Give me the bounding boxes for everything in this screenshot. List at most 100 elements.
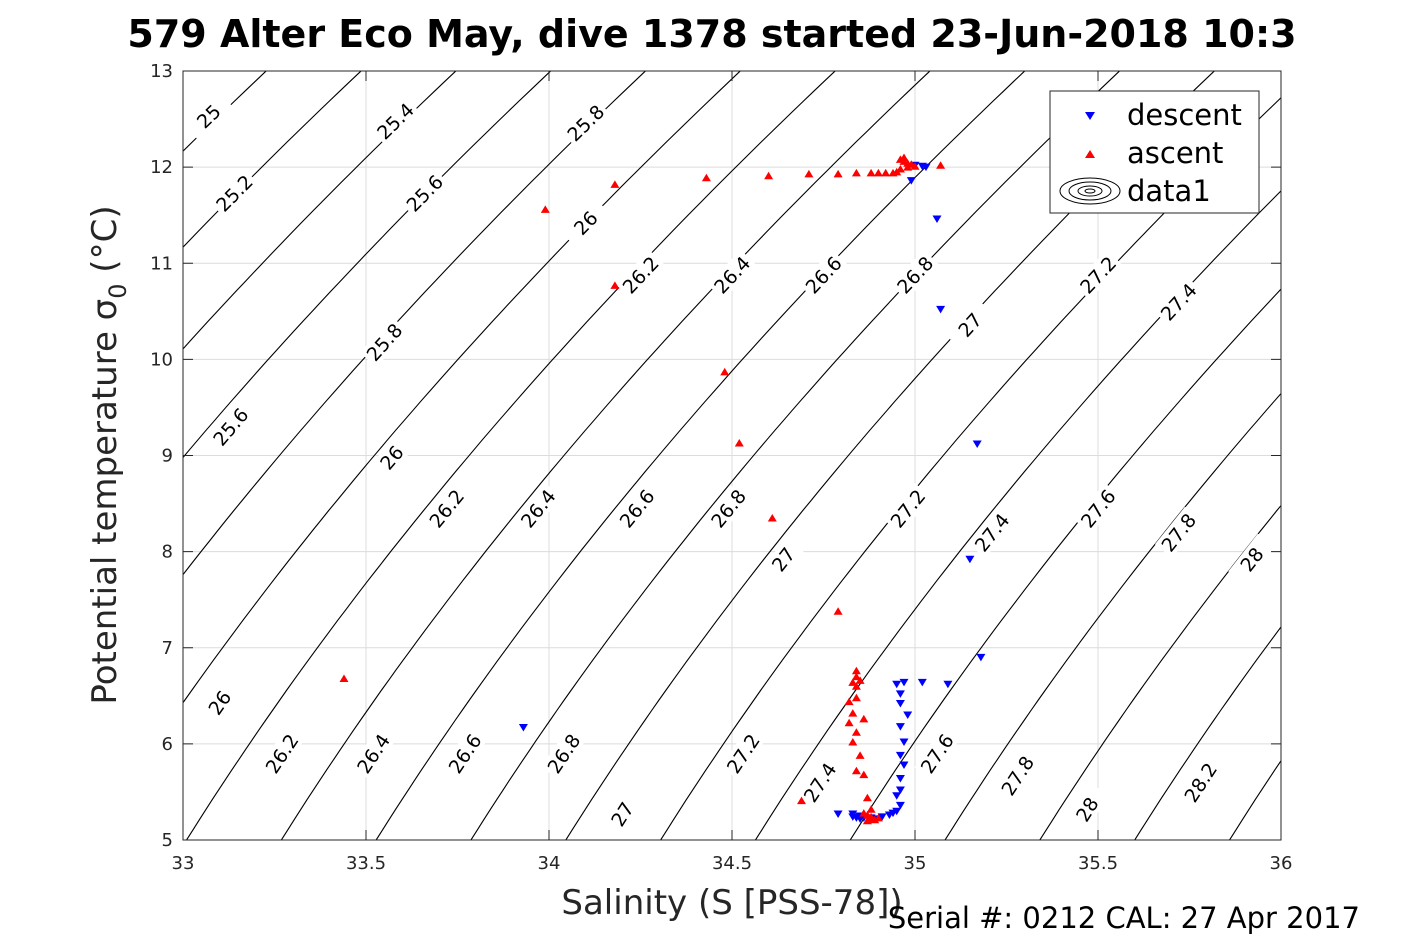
legend-descent-label: descent [1127,98,1242,132]
ascent-point [873,168,883,177]
descent-point [848,810,858,818]
ascent-point [720,367,730,376]
ascent-point [848,738,858,746]
contour-label-bg [720,727,766,780]
x-tick-label: 33.5 [346,853,386,874]
ascent-point [833,169,843,178]
descent-point [877,813,887,821]
ascent-point [855,751,865,759]
contour-label-bg [514,482,562,534]
contour-line [1039,504,1281,840]
contour-label-bg [206,401,255,453]
x-tick-label: 36 [1270,853,1293,874]
ascent-point [540,205,550,213]
contour-line [183,71,457,350]
legend-contour-marker [1059,177,1121,205]
descent-point [903,711,913,719]
contour-label-bg [890,249,940,300]
contour-label-bg [1154,276,1203,327]
ascent-point [851,728,861,736]
ascent-point [848,678,858,686]
ascent-point [888,168,898,177]
contour-label-bg [560,198,611,248]
descent-point [833,810,843,818]
x-axis-label: Salinity (S [PSS-78]) [561,883,902,923]
contour-label-bg [968,506,1016,559]
ascent-point [701,173,711,182]
serial-cal-footer: Serial #: 0212 CAL: 27 Apr 2017 [888,901,1360,935]
ascent-point [764,171,774,180]
ascent-point [899,153,909,161]
contour-label-bg [350,727,396,780]
ascent-point [899,157,909,165]
axis-ticks: 33 33.5 34 34.5 35 35.5 36 5 6 7 8 9 10 11 12 13 [150,61,1292,874]
data-points [339,153,986,825]
contour-label-bg [799,249,848,300]
descent-point [932,215,942,223]
descent-point [899,761,909,769]
y-axis-label: Potential temperature σ0 (°C) [85,205,132,704]
legend-ascent-label: ascent [1127,136,1223,170]
ascent-point [767,514,777,522]
contour-label-bg [884,482,932,534]
y-tick-label: 11 [150,253,173,274]
descent-point [899,678,909,687]
y-axis-label-group: Potential temperature σ0 (°C) [85,205,132,704]
descent-point [936,305,946,314]
legend-descent-marker [1085,112,1095,120]
ascent-point [910,162,920,170]
contour-label-bg [616,249,665,300]
contour-label-bg [797,756,843,809]
ascent-point [833,607,843,615]
ascent-point [610,281,620,289]
legend-ascent-marker [1085,150,1095,158]
descent-point [895,751,905,760]
ascent-point [881,168,891,177]
contour-label-bg [995,749,1040,802]
ascent-point [734,439,744,447]
contour-label-bg [707,249,757,300]
contour-label-bg [1154,506,1203,559]
ascent-point [848,709,858,717]
ascent-point [804,169,814,178]
y-tick-label: 9 [162,446,173,467]
ascent-point [851,672,861,681]
ascent-point [851,682,861,690]
contour-label-bg [599,787,645,841]
descent-point [895,801,905,810]
y-tick-label: 10 [150,349,173,370]
ascent-point [903,163,913,171]
descent-point [895,786,905,794]
contour-label-bg [560,98,611,148]
descent-point [917,678,927,687]
contour-line [1134,626,1281,840]
descent-point [888,809,898,818]
contour-label-bg [209,168,259,218]
descent-point [906,177,916,185]
legend-box [1049,90,1260,214]
contour-label-bg [1228,533,1276,585]
y-axis-label-main: Potential temperature σ [85,299,125,705]
chart-title: 579 Alter Eco May, dive 1378 started 23-… [127,12,1296,56]
contour-label-bg [442,727,488,780]
y-axis-label-sub: 0 [104,283,132,298]
descent-point [943,680,953,689]
contour-label-bg [370,96,421,146]
ascent-point [859,770,869,779]
contour-label-bg [259,727,305,780]
x-tick-label: 33 [172,853,195,874]
y-tick-label: 5 [162,830,173,851]
contour-label-bg [914,727,960,780]
y-tick-label: 8 [162,542,173,563]
ascent-point [866,805,876,813]
ascent-point [859,714,869,723]
ascent-point [866,168,876,177]
descent-point [884,811,894,819]
descent-point [972,440,982,448]
ascent-point [610,180,620,188]
x-tick-label: 34 [538,853,561,874]
y-tick-label: 13 [150,61,173,82]
descent-point [518,724,528,732]
descent-point [895,690,905,698]
ascent-point [851,168,861,177]
